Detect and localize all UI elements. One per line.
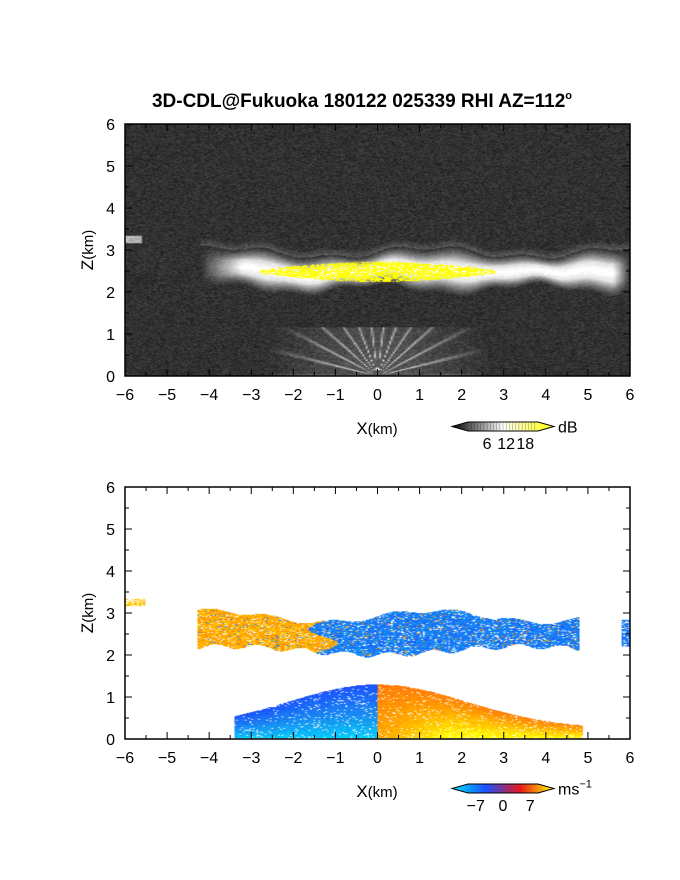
x-tick-label: −5: [158, 750, 176, 767]
colorbar-tick-label: 12: [497, 436, 515, 453]
velocity-ylabel: Z(km): [78, 593, 97, 633]
y-tick-label: 2: [106, 285, 115, 302]
x-tick-label: 3: [499, 387, 508, 404]
y-tick-label: 3: [106, 243, 115, 260]
x-tick-label: 1: [415, 387, 424, 404]
y-tick-label: 0: [106, 732, 115, 749]
x-tick-label: −5: [158, 387, 176, 404]
intensity-ylabel: Z(km): [78, 230, 97, 270]
y-tick-label: 1: [106, 690, 115, 707]
y-tick-label: 4: [106, 201, 115, 218]
y-tick-label: 4: [106, 564, 115, 581]
y-tick-label: 0: [106, 369, 115, 386]
x-tick-label: −3: [242, 750, 260, 767]
x-tick-label: 4: [541, 750, 550, 767]
x-tick-label: 3: [499, 750, 508, 767]
x-tick-label: −6: [116, 750, 134, 767]
x-tick-label: 6: [626, 387, 635, 404]
colorbar-tick-label: 0: [499, 798, 508, 815]
x-tick-label: 0: [373, 750, 382, 767]
velocity-field: [125, 487, 630, 739]
y-tick-label: 6: [106, 480, 115, 497]
y-tick-label: 2: [106, 648, 115, 665]
x-tick-label: −3: [242, 387, 260, 404]
y-tick-label: 5: [106, 522, 115, 539]
x-tick-label: 5: [583, 387, 592, 404]
intensity-field: [125, 124, 630, 376]
y-tick-label: 1: [106, 327, 115, 344]
x-tick-label: −4: [200, 750, 218, 767]
velocity-panel: −6 −5 −4 −3 −2 −1 0 1 2 3 4 5 6 0 1 2 3 4 5 6 Z(km) X(km) −…: [78, 480, 635, 815]
x-tick-label: −2: [284, 387, 302, 404]
intensity-xlabel: X(km): [356, 419, 397, 438]
x-tick-label: −6: [116, 387, 134, 404]
colorbar-tick-label: 7: [526, 798, 535, 815]
x-tick-label: −4: [200, 387, 218, 404]
colorbar-unit: dB: [558, 420, 578, 437]
x-tick-label: −2: [284, 750, 302, 767]
chart-title: 3D-CDL@Fukuoka 180122 025339 RHI AZ=112o: [152, 90, 572, 112]
x-tick-label: 0: [373, 387, 382, 404]
x-tick-label: 2: [457, 387, 466, 404]
colorbar-tick-label: −7: [467, 798, 485, 815]
y-tick-label: 5: [106, 159, 115, 176]
x-tick-label: 4: [541, 387, 550, 404]
intensity-axes: −6 −5 −4 −3 −2 −1 0 1 2 3 4 5 6 0 1 2 3 4 5 6: [106, 117, 634, 404]
colorbar-tick-label: 6: [483, 436, 492, 453]
x-tick-label: 1: [415, 750, 424, 767]
colorbar-unit: ms−1: [558, 779, 592, 799]
colorbar-bar: [450, 421, 556, 432]
x-tick-label: 5: [583, 750, 592, 767]
y-tick-label: 6: [106, 117, 115, 134]
y-tick-label: 3: [106, 606, 115, 623]
x-tick-label: 6: [626, 750, 635, 767]
velocity-colorbar: −7 0 7 ms−1: [450, 779, 592, 815]
intensity-colorbar: 6 12 18 dB: [450, 420, 578, 453]
colorbar-bar: [450, 783, 556, 794]
velocity-axes: −6 −5 −4 −3 −2 −1 0 1 2 3 4 5 6 0 1 2 3 4 5 6: [106, 480, 634, 767]
velocity-xlabel: X(km): [356, 782, 397, 801]
x-tick-label: −1: [326, 750, 344, 767]
x-tick-label: 2: [457, 750, 466, 767]
colorbar-tick-label: 18: [516, 436, 534, 453]
x-tick-label: −1: [326, 387, 344, 404]
